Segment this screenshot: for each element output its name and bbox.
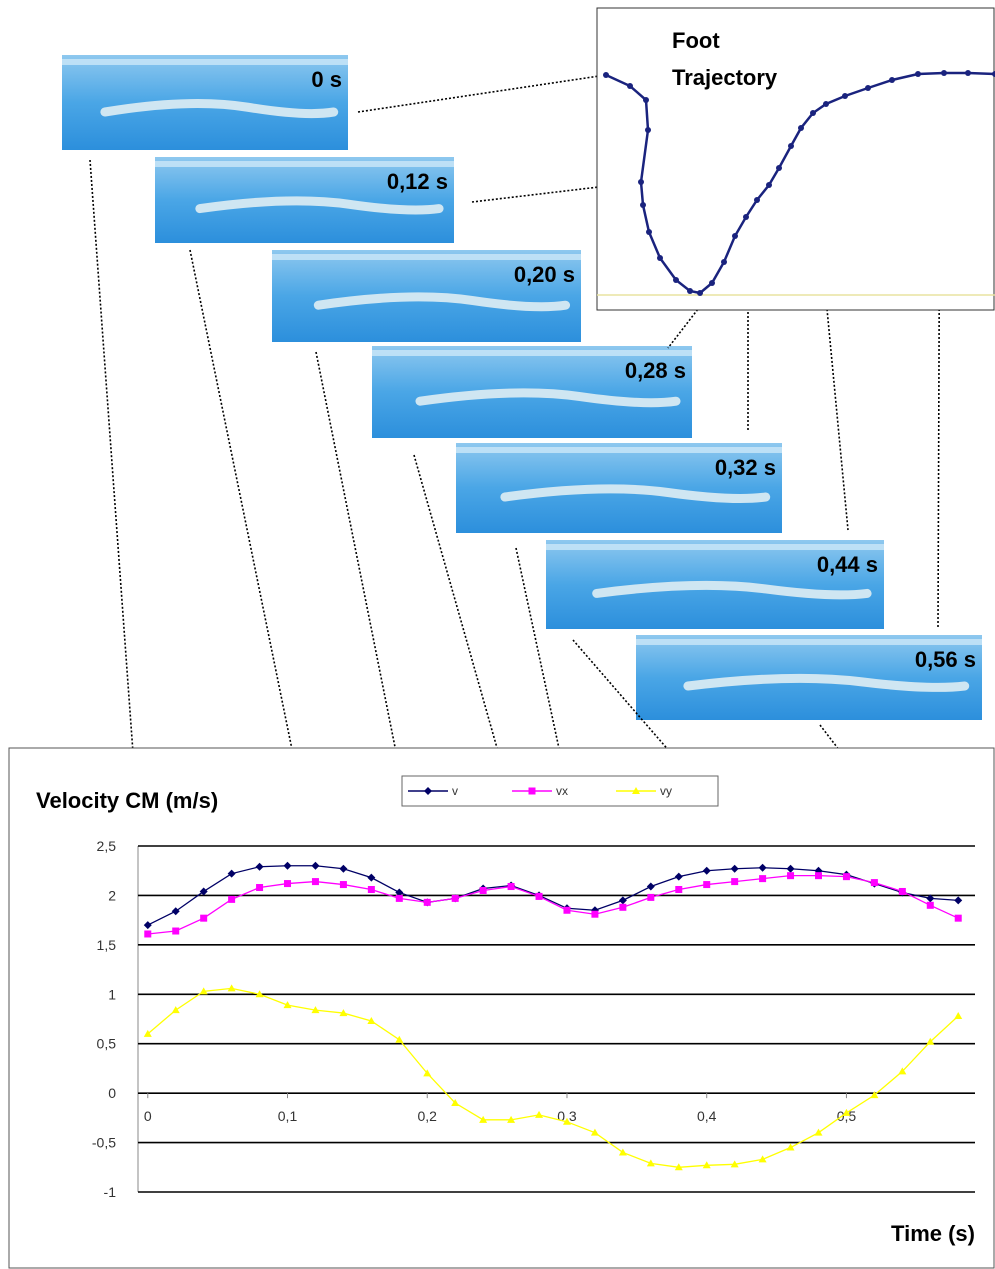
- marker: [396, 895, 403, 902]
- frame-label: 0,12 s: [387, 169, 448, 194]
- marker: [798, 125, 804, 131]
- marker: [480, 887, 487, 894]
- y-tick-label: 2: [108, 887, 116, 903]
- marker: [508, 883, 515, 890]
- marker: [865, 85, 871, 91]
- pool-line: [636, 639, 982, 645]
- figure: 0 s0,12 s0,20 s0,28 s0,32 s0,44 s0,56 s …: [0, 0, 995, 1269]
- frame-label: 0,28 s: [625, 358, 686, 383]
- marker: [646, 229, 652, 235]
- legend-label: vy: [660, 784, 672, 798]
- marker: [732, 233, 738, 239]
- marker: [368, 886, 375, 893]
- marker: [657, 255, 663, 261]
- marker: [645, 127, 651, 133]
- marker: [759, 875, 766, 882]
- marker: [687, 288, 693, 294]
- marker: [647, 894, 654, 901]
- pool-line: [272, 254, 581, 260]
- marker: [603, 72, 609, 78]
- connector: [358, 75, 606, 112]
- trajectory-title: Trajectory: [672, 65, 778, 90]
- y-tick-label: 0: [108, 1085, 116, 1101]
- marker: [536, 893, 543, 900]
- velocity-title: Velocity CM (m/s): [36, 788, 218, 813]
- marker: [697, 290, 703, 296]
- x-tick-label: 0,2: [418, 1108, 438, 1124]
- frame-label: 0 s: [311, 67, 342, 92]
- marker: [340, 881, 347, 888]
- y-tick-label: 2,5: [97, 838, 117, 854]
- pool-line: [546, 544, 884, 550]
- marker: [889, 77, 895, 83]
- legend-label: vx: [556, 784, 568, 798]
- pool-line: [372, 350, 692, 356]
- marker: [721, 259, 727, 265]
- marker: [703, 881, 710, 888]
- y-tick-label: -1: [104, 1184, 117, 1200]
- marker: [955, 915, 962, 922]
- marker: [200, 915, 207, 922]
- marker: [638, 179, 644, 185]
- marker: [144, 930, 151, 937]
- marker: [172, 928, 179, 935]
- marker: [452, 895, 459, 902]
- marker: [842, 93, 848, 99]
- marker: [815, 872, 822, 879]
- marker: [640, 202, 646, 208]
- marker: [619, 904, 626, 911]
- y-tick-label: 1: [108, 986, 116, 1002]
- marker: [743, 214, 749, 220]
- x-tick-label: 0,4: [697, 1108, 717, 1124]
- y-tick-label: 1,5: [97, 937, 117, 953]
- marker: [731, 878, 738, 885]
- x-tick-label: 0: [144, 1108, 152, 1124]
- marker: [754, 197, 760, 203]
- marker: [256, 884, 263, 891]
- frame-label: 0,32 s: [715, 455, 776, 480]
- marker: [627, 83, 633, 89]
- marker: [284, 880, 291, 887]
- marker: [810, 110, 816, 116]
- marker: [843, 873, 850, 880]
- marker: [965, 70, 971, 76]
- marker: [776, 165, 782, 171]
- marker: [941, 70, 947, 76]
- pool-line: [155, 161, 454, 167]
- x-tick-label: 0,1: [278, 1108, 298, 1124]
- marker: [709, 280, 715, 286]
- legend-marker: [529, 788, 536, 795]
- y-tick-label: -0,5: [92, 1135, 116, 1151]
- marker: [675, 886, 682, 893]
- trajectory-title: Foot: [672, 28, 720, 53]
- marker: [228, 896, 235, 903]
- marker: [787, 872, 794, 879]
- marker: [823, 101, 829, 107]
- velocity-panel: [9, 748, 994, 1268]
- trajectory-panel: [597, 8, 994, 310]
- marker: [899, 888, 906, 895]
- marker: [673, 277, 679, 283]
- x-axis-title: Time (s): [891, 1221, 975, 1246]
- marker: [424, 899, 431, 906]
- marker: [915, 71, 921, 77]
- marker: [643, 97, 649, 103]
- marker: [591, 911, 598, 918]
- pool-line: [456, 447, 782, 453]
- marker: [563, 907, 570, 914]
- marker: [927, 902, 934, 909]
- legend-label: v: [452, 784, 458, 798]
- marker: [766, 182, 772, 188]
- y-tick-label: 0,5: [97, 1036, 117, 1052]
- marker: [788, 143, 794, 149]
- marker: [871, 879, 878, 886]
- frame-label: 0,56 s: [915, 647, 976, 672]
- frame-label: 0,44 s: [817, 552, 878, 577]
- marker: [312, 878, 319, 885]
- pool-line: [62, 59, 348, 65]
- frame-label: 0,20 s: [514, 262, 575, 287]
